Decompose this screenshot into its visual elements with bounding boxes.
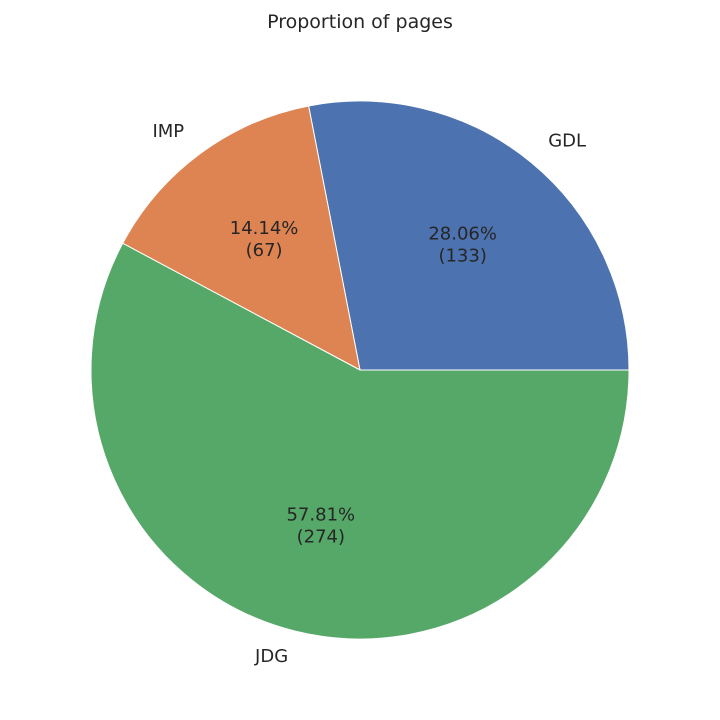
pie-labels: GDL 28.06%(133) IMP 14.14%(67) JDG 57.81%(274… (152, 121, 586, 667)
count-label-imp: (67) (246, 240, 283, 261)
count-label-jdg: (274) (297, 527, 345, 548)
chart-title: Proportion of pages (267, 11, 453, 33)
pie-slice-jdg (90, 242, 630, 640)
percent-label-gdl: 28.06% (428, 223, 497, 244)
percent-label-jdg: 57.81% (286, 505, 355, 526)
count-label-gdl: (133) (438, 245, 486, 266)
pie-slices (90, 100, 630, 640)
category-label-gdl: GDL (548, 131, 586, 152)
percent-label-imp: 14.14% (230, 218, 299, 239)
pie-slice-gdl (308, 100, 630, 371)
pie-slice-imp (122, 105, 361, 371)
category-label-jdg: JDG (254, 646, 288, 667)
category-label-imp: IMP (152, 121, 184, 142)
